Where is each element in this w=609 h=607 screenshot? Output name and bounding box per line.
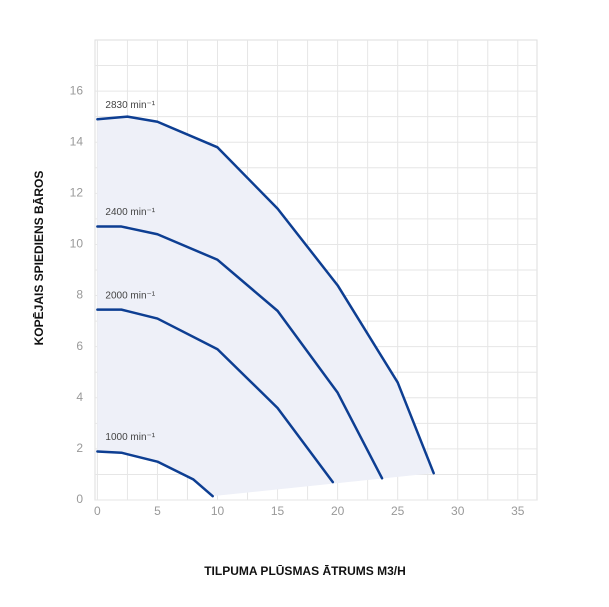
x-tick-label: 25 xyxy=(391,504,405,518)
x-tick-label: 5 xyxy=(154,504,161,518)
x-tick-label: 15 xyxy=(271,504,285,518)
curve xyxy=(96,225,384,480)
y-tick-label: 8 xyxy=(76,288,83,302)
y-axis-title: KOPĒJAIS SPIEDIENS BĀROS xyxy=(32,171,46,346)
curve xyxy=(96,450,214,498)
x-axis-title: TILPUMA PLŪSMAS ĀTRUMS M3/H xyxy=(204,564,406,578)
series-label: 2400 min⁻¹ xyxy=(105,207,155,218)
y-tick-label: 0 xyxy=(76,492,83,506)
y-tick-label: 14 xyxy=(70,134,84,148)
series-label: 1000 min⁻¹ xyxy=(105,432,155,443)
y-tick-label: 16 xyxy=(70,83,84,97)
curve xyxy=(96,115,435,475)
y-tick-label: 4 xyxy=(76,390,83,404)
x-tick-label: 10 xyxy=(211,504,225,518)
y-tick-label: 2 xyxy=(76,441,83,455)
y-tick-label: 6 xyxy=(76,339,83,353)
operating-area xyxy=(97,116,434,497)
x-tick-label: 35 xyxy=(511,504,525,518)
x-tick-label: 30 xyxy=(451,504,465,518)
series-label: 2000 min⁻¹ xyxy=(105,290,155,301)
series-label: 2830 min⁻¹ xyxy=(105,100,155,111)
y-tick-label: 10 xyxy=(70,237,84,251)
y-tick-label: 12 xyxy=(70,186,84,200)
x-tick-label: 20 xyxy=(331,504,345,518)
curve xyxy=(96,308,335,484)
x-tick-label: 0 xyxy=(94,504,101,518)
